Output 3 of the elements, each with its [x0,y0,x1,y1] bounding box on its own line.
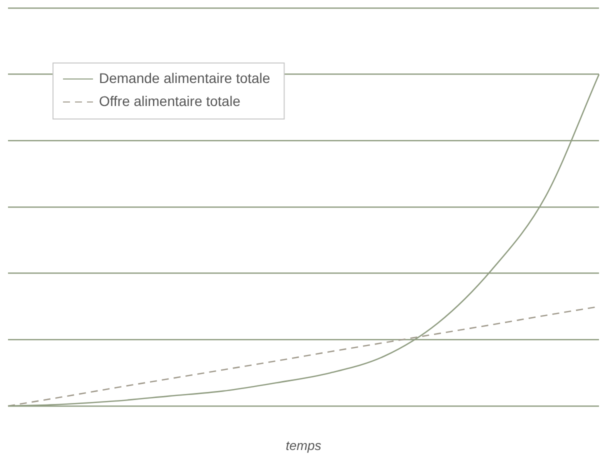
legend-label: Demande alimentaire totale [99,70,270,86]
legend-label: Offre alimentaire totale [99,92,241,109]
x-axis-title: temps [286,438,322,453]
